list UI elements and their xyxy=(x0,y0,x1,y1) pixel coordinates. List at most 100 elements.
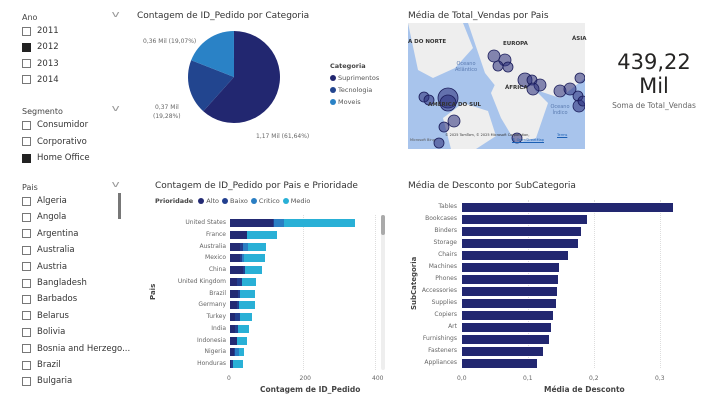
bar-segment-baixo[interactable] xyxy=(237,301,240,310)
checkbox[interactable] xyxy=(22,120,31,130)
bar[interactable] xyxy=(462,203,674,212)
bar-segment-alto[interactable] xyxy=(230,348,235,357)
bar[interactable] xyxy=(462,263,560,272)
checkbox[interactable] xyxy=(22,196,31,206)
checkbox[interactable] xyxy=(22,75,31,85)
checkbox[interactable] xyxy=(22,229,31,239)
pie-slice-moveis[interactable] xyxy=(191,31,234,78)
bar[interactable] xyxy=(462,275,559,284)
slicer-item[interactable]: Australia xyxy=(22,245,75,255)
bar-segment-baixo[interactable] xyxy=(272,219,275,227)
bar-segment-critico[interactable] xyxy=(274,219,284,227)
checkbox[interactable] xyxy=(22,327,31,337)
bar-segment-alto[interactable] xyxy=(230,324,236,333)
slicer-item[interactable]: Bulgaria xyxy=(22,376,72,386)
bar-segment-critico[interactable] xyxy=(241,254,245,263)
bar[interactable] xyxy=(462,359,538,368)
bar-segment-alto[interactable] xyxy=(230,277,238,286)
bar[interactable] xyxy=(462,251,568,260)
bar[interactable] xyxy=(462,299,557,308)
bar[interactable] xyxy=(462,311,554,320)
legend-item[interactable]: Baixo xyxy=(221,197,248,205)
legend-item[interactable]: Alto xyxy=(198,197,219,205)
bar-segment-medio[interactable] xyxy=(241,277,256,286)
pie-slice-tecnologia[interactable] xyxy=(188,60,234,112)
slicer-item[interactable]: 2012 xyxy=(22,42,59,52)
legend-item[interactable]: Critico xyxy=(250,197,280,205)
bar-segment-critico[interactable] xyxy=(235,348,239,357)
checkbox[interactable] xyxy=(22,262,31,272)
pie-slice-suprimentos[interactable] xyxy=(203,31,280,123)
slicer-item[interactable]: Belarus xyxy=(22,311,69,321)
bar-segment-medio[interactable] xyxy=(283,219,355,227)
legend-item[interactable]: Moveis xyxy=(330,98,379,106)
bar-segment-baixo[interactable] xyxy=(243,266,246,274)
slicer-item[interactable]: Austria xyxy=(22,262,67,272)
bar-segment-baixo[interactable] xyxy=(240,242,243,251)
bar-segment-medio[interactable] xyxy=(248,242,266,251)
slicer-item[interactable]: Algeria xyxy=(22,196,67,206)
bar[interactable] xyxy=(462,215,588,224)
scrollbar-thumb[interactable] xyxy=(381,215,385,235)
bar-segment-alto[interactable] xyxy=(230,313,236,321)
bar-segment-alto[interactable] xyxy=(230,230,247,239)
bar-segment-medio[interactable] xyxy=(244,254,266,263)
legend-item[interactable]: Suprimentos xyxy=(330,74,379,82)
chevron-down-icon[interactable]: v xyxy=(111,180,120,190)
bar-segment-medio[interactable] xyxy=(237,324,250,333)
bar-segment-baixo[interactable] xyxy=(238,289,240,298)
slicer-item[interactable]: Bosnia and Herzego... xyxy=(22,344,130,354)
terms-link[interactable]: Terms xyxy=(557,133,568,137)
checkbox[interactable] xyxy=(22,311,31,321)
legend-item[interactable]: Tecnologia xyxy=(330,86,379,94)
map[interactable] xyxy=(408,23,585,149)
osm-link[interactable]: © OpenStreetMap xyxy=(512,138,544,142)
checkbox[interactable] xyxy=(22,153,31,163)
bar-segment-baixo[interactable] xyxy=(231,360,234,368)
bar-segment-baixo[interactable] xyxy=(237,277,242,286)
checkbox[interactable] xyxy=(22,59,31,69)
scrollbar-track[interactable] xyxy=(381,215,385,370)
slicer-item[interactable]: 2011 xyxy=(22,26,59,36)
bar-segment-medio[interactable] xyxy=(236,336,247,345)
slicer-item[interactable]: 2014 xyxy=(22,75,59,85)
bar-segment-baixo[interactable] xyxy=(235,324,238,333)
bar-segment-medio[interactable] xyxy=(239,289,255,298)
bar-segment-critico[interactable] xyxy=(242,242,249,251)
checkbox[interactable] xyxy=(22,278,31,288)
bar-segment-medio[interactable] xyxy=(245,266,263,274)
bar-segment-medio[interactable] xyxy=(233,360,244,368)
chevron-down-icon[interactable]: v xyxy=(111,104,120,114)
bar-segment-alto[interactable] xyxy=(230,219,273,227)
scrollbar[interactable] xyxy=(118,193,121,219)
bar[interactable] xyxy=(462,335,550,344)
bar-segment-baixo[interactable] xyxy=(246,230,248,239)
bar-segment-baixo[interactable] xyxy=(240,254,242,263)
slicer-item[interactable]: Brazil xyxy=(22,360,61,370)
slicer-item[interactable]: Bangladesh xyxy=(22,278,87,288)
checkbox[interactable] xyxy=(22,344,31,354)
checkbox[interactable] xyxy=(22,42,31,52)
bar-segment-medio[interactable] xyxy=(239,301,255,310)
bar-segment-alto[interactable] xyxy=(230,336,237,345)
bar[interactable] xyxy=(462,323,552,332)
bar-segment-medio[interactable] xyxy=(238,348,245,357)
slicer-item[interactable]: Home Office xyxy=(22,153,90,163)
slicer-item[interactable]: Barbados xyxy=(22,294,77,304)
checkbox[interactable] xyxy=(22,376,31,386)
checkbox[interactable] xyxy=(22,137,31,146)
slicer-item[interactable]: Angola xyxy=(22,212,66,222)
bar[interactable] xyxy=(462,239,578,248)
slicer-item[interactable]: Bolivia xyxy=(22,327,65,337)
bar-segment-baixo[interactable] xyxy=(235,313,241,321)
legend-item[interactable]: Medio xyxy=(282,197,310,205)
bar-segment-alto[interactable] xyxy=(230,289,239,298)
checkbox[interactable] xyxy=(22,212,31,222)
bar[interactable] xyxy=(462,287,558,296)
bar-segment-medio[interactable] xyxy=(247,230,278,239)
checkbox[interactable] xyxy=(22,294,31,304)
bar-segment-alto[interactable] xyxy=(230,242,241,251)
checkbox[interactable] xyxy=(22,360,31,370)
bar[interactable] xyxy=(462,347,543,356)
checkbox[interactable] xyxy=(22,26,31,36)
